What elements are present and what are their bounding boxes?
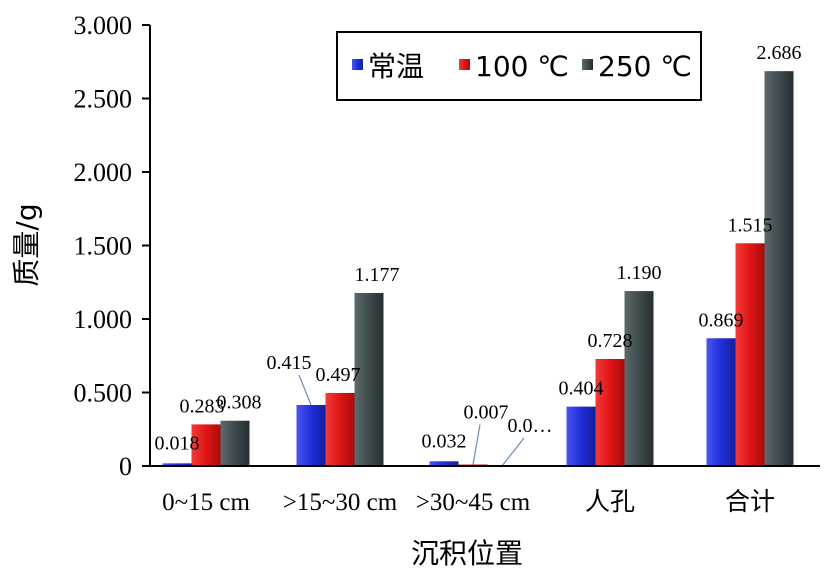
data-label: 0.283 (180, 395, 225, 417)
legend-label: 100 ℃ (475, 50, 569, 83)
y-tick-label: 2.000 (74, 158, 133, 187)
x-tick-label: 合计 (725, 488, 775, 516)
legend-frame (336, 31, 702, 101)
label-leader-line (501, 437, 525, 467)
bar (735, 243, 765, 466)
y-tick-label: 3.000 (74, 11, 133, 40)
legend: 常温 100 ℃ 250 ℃ (336, 31, 702, 101)
legend-swatch (459, 59, 470, 70)
bar (220, 420, 250, 466)
data-label: 1.515 (728, 214, 773, 236)
bar (325, 392, 355, 466)
bar (764, 71, 794, 467)
y-tick-label: 2.500 (74, 85, 133, 114)
x-tick-label: >30~45 cm (416, 489, 531, 516)
label-leader-line (472, 424, 481, 465)
legend-swatch (582, 59, 593, 70)
x-tick-label: >15~30 cm (283, 489, 398, 516)
bar (566, 406, 596, 466)
x-axis-title: 沉积位置 (411, 537, 523, 570)
bar (595, 358, 625, 466)
label-leader-line (298, 374, 312, 406)
legend-label: 常温 (368, 50, 424, 83)
data-label: 0.018 (155, 432, 200, 454)
bars (162, 71, 794, 467)
bar (191, 424, 221, 466)
x-axis: 0~15 cm >15~30 cm >30~45 cm 人孔 合计 (150, 465, 820, 516)
data-label: 0.404 (559, 378, 604, 400)
y-tick-label: 0.500 (74, 379, 133, 408)
data-label: 0.415 (267, 352, 312, 374)
data-label: 0.0… (508, 415, 553, 437)
bar (706, 338, 736, 466)
data-label: 0.869 (699, 309, 744, 331)
data-label: 1.177 (355, 264, 400, 286)
y-axis-title: 质量/g (10, 203, 43, 286)
data-label: 0.497 (316, 364, 361, 386)
bar (354, 292, 384, 466)
y-tick-label: 1.000 (74, 305, 133, 334)
data-label: 0.007 (464, 402, 509, 424)
data-label: 0.308 (217, 392, 262, 414)
y-tick-label: 1.500 (74, 232, 133, 261)
data-label: 1.190 (617, 262, 662, 284)
data-label: 0.032 (422, 430, 467, 452)
data-label: 0.728 (588, 330, 633, 352)
legend-swatch (352, 59, 363, 70)
bar (624, 291, 654, 466)
y-tick-label: 0 (119, 452, 132, 481)
legend-label: 250 ℃ (598, 50, 692, 83)
bar (296, 404, 326, 466)
x-tick-label: 人孔 (585, 489, 635, 516)
bar (429, 461, 459, 466)
x-tick-label: 0~15 cm (162, 489, 250, 516)
bar (162, 463, 192, 466)
data-label: 2.686 (757, 42, 802, 64)
y-axis: 0 0.500 1.000 1.500 2.000 2.500 3.000 (74, 11, 151, 481)
